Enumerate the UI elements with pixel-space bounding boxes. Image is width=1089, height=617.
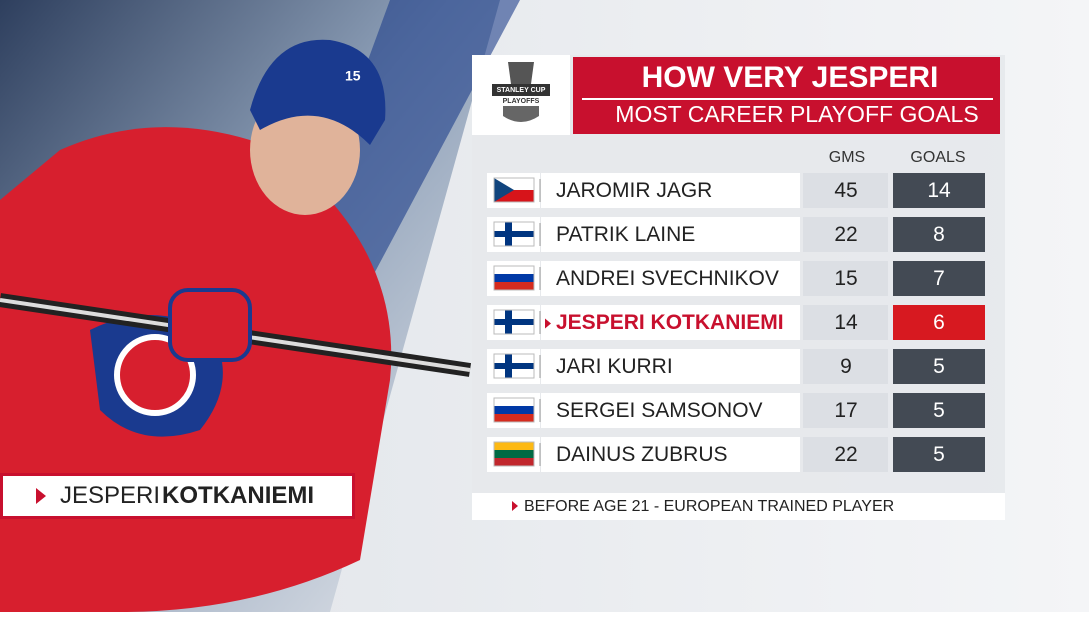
flag-part <box>494 178 514 202</box>
goals-cell <box>893 305 985 340</box>
header-banner <box>573 57 1000 134</box>
games: 22 <box>834 223 857 246</box>
column-header: GMS <box>829 149 865 166</box>
column-header: GOALS <box>910 149 965 166</box>
goals-cell <box>893 349 985 384</box>
goals-cell <box>893 217 985 252</box>
flag <box>493 353 535 379</box>
flag-part <box>494 406 534 414</box>
goals: 5 <box>933 443 945 466</box>
flag-frame <box>493 265 535 291</box>
games: 17 <box>834 399 857 422</box>
player-name: PATRIK LAINE <box>556 223 695 246</box>
player-name: JESPERI KOTKANIEMI <box>556 311 784 334</box>
flag-part <box>494 363 534 369</box>
goals: 5 <box>933 355 945 378</box>
flag-frame <box>493 309 535 335</box>
flag <box>493 309 535 335</box>
gms-cell <box>803 393 888 428</box>
logo-line1: STANLEY CUP <box>497 87 546 94</box>
goals: 8 <box>933 223 945 246</box>
games: 14 <box>834 311 858 334</box>
games: 15 <box>834 267 857 290</box>
name-cell <box>541 217 800 252</box>
flag <box>493 265 535 291</box>
flag <box>493 221 535 247</box>
flag <box>493 177 535 203</box>
title: HOW VERY JESPERI <box>642 61 939 94</box>
gms-cell <box>803 305 888 340</box>
name-cell <box>541 305 800 340</box>
gms-cell <box>803 437 888 472</box>
flag <box>493 441 535 467</box>
flag-part <box>494 282 534 290</box>
player-name: DAINUS ZUBRUS <box>556 443 728 466</box>
goals-cell <box>893 437 985 472</box>
flag-part <box>494 274 534 282</box>
footnote: BEFORE AGE 21 - EUROPEAN TRAINED PLAYER <box>524 498 894 515</box>
games: 45 <box>834 179 857 202</box>
flag-frame <box>493 177 535 203</box>
player-name: ANDREI SVECHNIKOV <box>556 267 779 290</box>
gms-cell <box>803 349 888 384</box>
flag-frame <box>493 221 535 247</box>
flag-part <box>494 398 534 406</box>
flag-part <box>494 442 534 450</box>
svg-text:15: 15 <box>345 68 361 84</box>
name-cell <box>541 173 800 208</box>
footnote-arrow <box>512 501 518 511</box>
goals: 14 <box>927 179 951 202</box>
goals-cell <box>893 261 985 296</box>
flag-part <box>494 458 534 466</box>
footnote-box <box>472 493 1005 520</box>
logo-line2: PLAYOFFS <box>503 98 540 105</box>
logo: STANLEY CUP PLAYOFFS <box>492 62 550 122</box>
name-cell <box>541 261 800 296</box>
player-tag-text: JESPERIKOTKANIEMI <box>60 482 314 509</box>
player-name: JAROMIR JAGR <box>556 179 712 202</box>
gms-cell <box>803 173 888 208</box>
player-tag <box>3 476 352 516</box>
player-name: SERGEI SAMSONOV <box>556 399 763 422</box>
flag-part <box>494 319 534 325</box>
player-last: KOTKANIEMI <box>162 482 314 509</box>
highlight-arrow <box>545 318 551 329</box>
goals: 7 <box>933 267 945 290</box>
player-name: JARI KURRI <box>556 355 673 378</box>
games: 22 <box>834 443 857 466</box>
games: 9 <box>840 355 852 378</box>
flag-part <box>494 414 534 422</box>
gms-cell <box>803 217 888 252</box>
flag-part <box>494 450 534 458</box>
goals-cell <box>893 173 985 208</box>
flag-part <box>494 231 534 237</box>
flag-frame <box>493 441 535 467</box>
flag-frame <box>493 353 535 379</box>
goals-cell <box>893 393 985 428</box>
player-first: JESPERI <box>60 482 160 509</box>
goals: 5 <box>933 399 945 422</box>
tag-arrow <box>36 488 46 504</box>
flag-frame <box>493 397 535 423</box>
rows: JAROMIR JAGR 45 14 PATRIK LAINE 22 8 ANDREI SV… <box>487 173 985 472</box>
name-cell <box>541 349 800 384</box>
flag <box>493 397 535 423</box>
subtitle: MOST CAREER PLAYOFF GOALS <box>615 101 978 127</box>
gms-cell <box>803 261 888 296</box>
name-cell <box>541 437 800 472</box>
name-cell <box>541 393 800 428</box>
goals: 6 <box>933 311 945 334</box>
flag-part <box>494 266 534 274</box>
